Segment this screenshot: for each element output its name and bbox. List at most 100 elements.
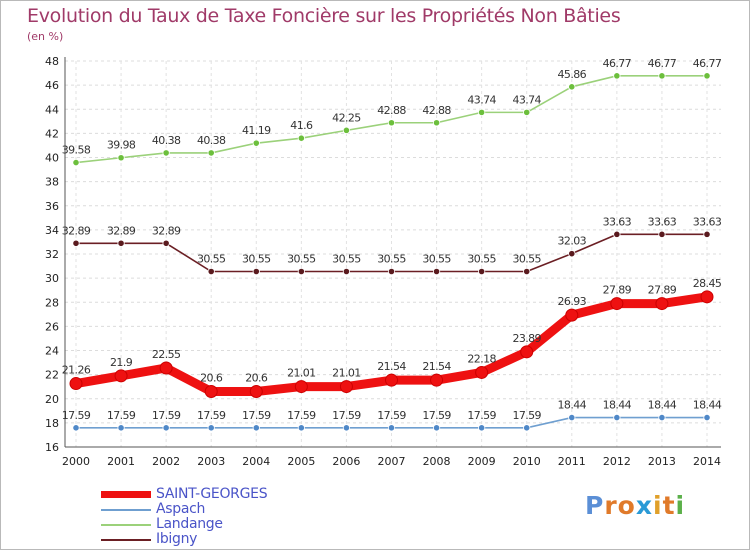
point-landange-2001 — [117, 154, 125, 162]
point-ibigny-2001 — [117, 239, 125, 247]
x-tick-2009: 2009 — [468, 455, 496, 468]
y-tick-46: 46 — [45, 79, 59, 92]
legend-label-landange: Landange — [156, 516, 223, 532]
x-tick-labels: 2000 2001 2002 2003 2004 2005 2006 2007 2008 2009… — [62, 455, 721, 468]
y-tick-24: 24 — [45, 345, 59, 358]
label-landange-2005: 41.6 — [290, 119, 313, 132]
point-saint-georges-2009 — [475, 365, 489, 379]
point-aspach-2014 — [703, 413, 711, 422]
x-tick-2000: 2000 — [62, 455, 90, 468]
label-aspach-2000: 17.59 — [62, 409, 91, 422]
point-saint-georges-2000 — [69, 377, 83, 391]
point-aspach-2003 — [207, 424, 215, 432]
point-landange-2010 — [523, 108, 531, 116]
point-ibigny-2013 — [658, 230, 666, 238]
label-aspach-2014: 18.44 — [693, 399, 722, 412]
point-landange-2004 — [252, 139, 260, 147]
label-landange-2009: 43.74 — [467, 93, 496, 106]
point-landange-2012 — [613, 72, 621, 80]
label-aspach-2001: 17.59 — [107, 409, 136, 422]
y-tick-32: 32 — [45, 248, 59, 261]
label-landange-2000: 39.58 — [62, 144, 91, 157]
legend-label-ibigny: Ibigny — [156, 531, 198, 547]
label-ibigny-2010: 30.55 — [512, 252, 541, 265]
point-saint-georges-2012 — [610, 297, 624, 311]
label-saint-georges-2001: 21.9 — [110, 356, 133, 369]
point-aspach-2000 — [72, 424, 80, 432]
legend-label-aspach: Aspach — [156, 501, 206, 517]
point-saint-georges-2014 — [700, 290, 714, 304]
point-aspach-2001 — [117, 424, 125, 432]
point-landange-2006 — [342, 126, 351, 134]
label-ibigny-2008: 30.55 — [422, 252, 451, 265]
x-tick-2010: 2010 — [513, 455, 541, 468]
x-tick-2005: 2005 — [287, 455, 315, 468]
point-ibigny-2011 — [568, 250, 576, 258]
y-tick-30: 30 — [45, 272, 59, 285]
logo-letter-i2: i — [675, 491, 686, 520]
point-saint-georges-2013 — [655, 297, 669, 311]
label-landange-2003: 40.38 — [197, 134, 226, 147]
axes — [64, 57, 721, 448]
label-aspach-2013: 18.44 — [648, 399, 677, 412]
label-saint-georges-2014: 28.45 — [693, 277, 722, 290]
label-saint-georges-2003: 20.6 — [200, 372, 223, 385]
point-aspach-2008 — [432, 424, 441, 432]
legend-label-saint-georges: SAINT-GEORGES — [156, 486, 268, 502]
x-tick-2013: 2013 — [648, 455, 676, 468]
point-landange-2009 — [478, 108, 486, 116]
point-aspach-2012 — [613, 413, 621, 422]
label-landange-2006: 42.25 — [332, 111, 361, 124]
label-landange-2014: 46.77 — [693, 57, 722, 70]
point-aspach-2006 — [342, 424, 351, 432]
label-ibigny-2007: 30.55 — [377, 252, 406, 265]
label-aspach-2006: 17.59 — [332, 409, 361, 422]
label-saint-georges-2013: 27.89 — [648, 284, 677, 297]
series-lines — [69, 72, 714, 432]
label-landange-2013: 46.77 — [648, 57, 677, 70]
x-tick-2001: 2001 — [107, 455, 135, 468]
label-aspach-2009: 17.59 — [467, 409, 496, 422]
label-aspach-2003: 17.59 — [197, 409, 226, 422]
point-ibigny-2008 — [432, 267, 441, 276]
y-tick-48: 48 — [45, 55, 59, 68]
gridlines — [65, 60, 721, 448]
point-landange-2005 — [297, 134, 305, 142]
label-aspach-2011: 18.44 — [558, 399, 587, 412]
point-saint-georges-2010 — [520, 345, 534, 359]
point-ibigny-2002 — [162, 239, 170, 247]
point-ibigny-2006 — [342, 267, 351, 276]
point-saint-georges-2007 — [385, 373, 398, 387]
point-landange-2002 — [162, 149, 170, 157]
label-saint-georges-2012: 27.89 — [603, 284, 632, 297]
label-landange-2010: 43.74 — [512, 93, 541, 106]
label-ibigny-2013: 33.63 — [648, 215, 677, 228]
label-aspach-2007: 17.59 — [377, 409, 406, 422]
point-saint-georges-2011 — [565, 308, 579, 322]
point-landange-2013 — [658, 72, 666, 80]
label-ibigny-2014: 33.63 — [693, 215, 722, 228]
label-saint-georges-2007: 21.54 — [377, 360, 406, 373]
label-saint-georges-2004: 20.6 — [245, 372, 268, 385]
point-saint-georges-2001 — [114, 369, 128, 383]
label-saint-georges-2008: 21.54 — [422, 360, 451, 373]
logo-letter-r: r — [604, 491, 618, 520]
label-ibigny-2011: 32.03 — [558, 235, 587, 248]
label-ibigny-2009: 30.55 — [467, 252, 496, 265]
label-ibigny-2002: 32.89 — [152, 224, 181, 237]
logo-letter-p: P — [585, 491, 605, 520]
label-saint-georges-2002: 22.55 — [152, 348, 181, 361]
proxiti-logo: Proxiti — [585, 491, 685, 520]
point-landange-2007 — [387, 119, 396, 127]
y-tick-40: 40 — [45, 152, 59, 165]
label-ibigny-2003: 30.55 — [197, 252, 226, 265]
chart-unit-label: (en %) — [27, 30, 64, 43]
point-aspach-2013 — [658, 413, 666, 422]
y-tick-26: 26 — [45, 320, 59, 333]
y-tick-28: 28 — [45, 296, 59, 309]
point-saint-georges-2005 — [294, 380, 308, 394]
label-landange-2004: 41.19 — [242, 124, 271, 137]
point-aspach-2007 — [387, 424, 396, 432]
point-saint-georges-2003 — [204, 385, 218, 399]
